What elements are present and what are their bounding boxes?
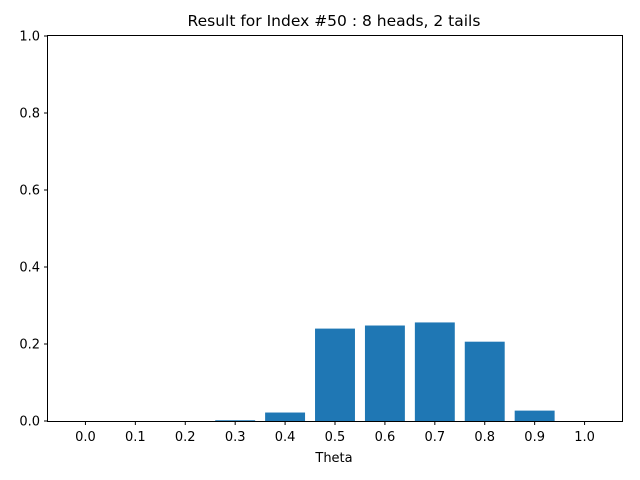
bar-0.8: [464, 341, 505, 421]
x-axis-label: Theta: [314, 451, 352, 466]
bar-0.3: [215, 420, 256, 421]
bar-0.6: [364, 325, 405, 421]
x-tick-label-0.4: 0.4: [275, 430, 296, 445]
x-tick-label-1.0: 1.0: [574, 430, 595, 445]
chart-title: Result for Index #50 : 8 heads, 2 tails: [188, 12, 481, 30]
x-tick-label-0.9: 0.9: [524, 430, 545, 445]
x-tick-label-0.1: 0.1: [125, 430, 146, 445]
y-tick-label-0.0: 0.0: [19, 415, 40, 430]
x-tick-label-0.5: 0.5: [325, 430, 346, 445]
bar-0.7: [414, 322, 455, 421]
y-tick-label-0.4: 0.4: [19, 261, 40, 276]
bar-0.4: [265, 412, 306, 421]
bar-0.5: [315, 328, 355, 421]
x-tick-label-0.2: 0.2: [175, 430, 196, 445]
bars-group: [215, 322, 555, 421]
x-tick-label-0.0: 0.0: [75, 430, 96, 445]
plot-frame: [47, 35, 623, 422]
x-tick-label-0.6: 0.6: [375, 430, 396, 445]
y-tick-label-1.0: 1.0: [19, 30, 40, 45]
y-tick-label-0.8: 0.8: [19, 107, 40, 122]
x-tick-label-0.3: 0.3: [225, 430, 246, 445]
y-tick-label-0.6: 0.6: [19, 184, 40, 199]
x-tick-label-0.8: 0.8: [474, 430, 495, 445]
y-tick-label-0.2: 0.2: [19, 338, 40, 353]
x-axis: 0.0 0.1 0.2 0.3 0.4 0.5 0.6 0.7 0.8 0.9 1.0: [75, 421, 595, 445]
y-axis: 0.0 0.2 0.4 0.6 0.8 1.0: [19, 30, 48, 430]
bar-0.9: [514, 410, 555, 421]
x-tick-label-0.7: 0.7: [424, 430, 445, 445]
